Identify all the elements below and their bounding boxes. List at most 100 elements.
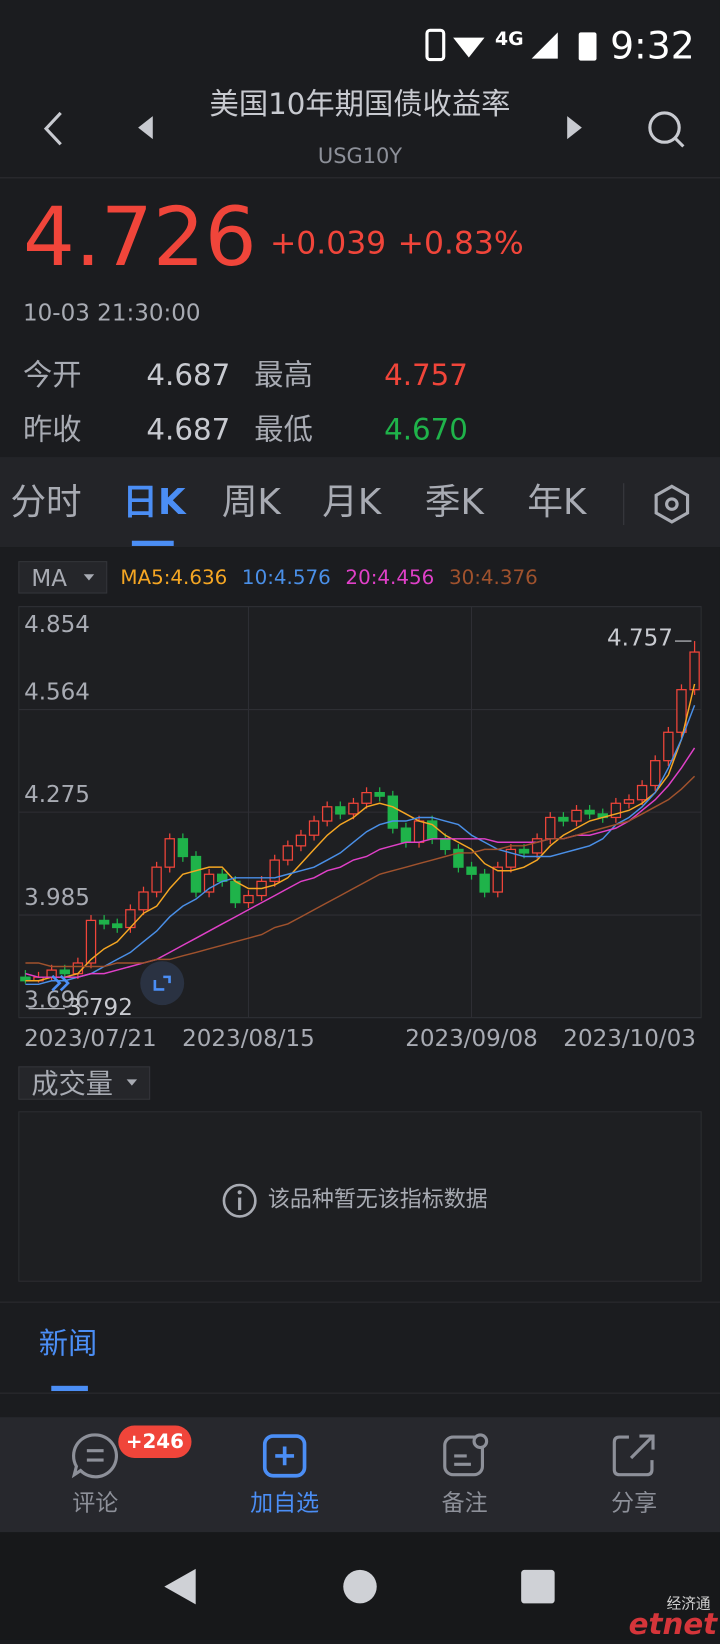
candle-body [676,689,687,733]
candle-body [335,806,346,815]
legend-entry: MA5:4.636 [120,566,227,589]
note-lines [454,1454,471,1466]
stat-value: 4.670 [384,412,468,446]
watermark-en: etnet [629,1607,719,1640]
empty-message: 该品种暂无该指标数据 [268,1188,488,1213]
badge [118,1425,192,1458]
expand-icon [153,975,171,991]
dropdown-caret [83,574,95,581]
x-tick-label: 2023/10/03 [563,1026,696,1052]
stat-label: 最低 [254,412,313,446]
candle-body [558,816,569,822]
price: 4.726 [23,190,257,285]
watchlist-label[interactable]: 加自选 [250,1491,319,1517]
note-dot [472,1433,489,1450]
plus [275,1446,295,1466]
watchlist-icon[interactable] [262,1434,307,1478]
candle-body [269,859,280,882]
info-icon [222,1183,257,1218]
tab-indicator [131,540,174,546]
stat-value: 4.687 [146,412,230,446]
signal-icon [531,32,558,59]
candle-body [571,809,582,822]
ma-line [25,747,696,978]
candle-body [72,962,84,975]
candle-body [453,848,464,868]
candle-body [164,838,175,868]
info-dot [237,1190,242,1195]
prev-button[interactable] [138,116,153,140]
ma-line [25,704,696,986]
tab-bar [0,457,720,548]
candle-body [623,799,635,804]
stat-value: 4.757 [384,358,468,392]
change: +0.039 [270,226,386,262]
tab[interactable]: 季K [425,482,486,523]
stat-value: 4.687 [146,358,230,392]
candle-body [545,816,556,840]
tab[interactable]: 年K [527,482,588,523]
note-label[interactable]: 备注 [442,1491,488,1517]
high-label: 4.757 [607,625,673,651]
tab[interactable]: 分时 [10,482,81,523]
candle-body [243,894,254,904]
indicator-select[interactable] [18,561,108,594]
share-label[interactable]: 分享 [611,1491,657,1517]
candle-body [636,784,648,801]
x-tick-label: 2023/07/21 [24,1026,157,1052]
clock: 9:32 [610,24,695,68]
candle-body [518,848,530,854]
back-button[interactable] [43,111,62,146]
symbol: USG10Y [318,144,402,168]
news-tab[interactable]: 新闻 [39,1327,98,1361]
candle-body [98,919,110,925]
x-tick-label: 2023/09/08 [405,1026,538,1052]
candle-body [479,873,490,893]
tab-active[interactable]: 日K [122,482,187,523]
comment-label[interactable]: 评论 [72,1491,118,1517]
candle-body [361,791,372,804]
next-button[interactable] [567,116,582,140]
status-icon [425,28,446,62]
low-label: 3.792 [67,995,133,1021]
candle-body [374,791,385,797]
candle-body [440,838,451,851]
stat-label: 今开 [23,358,82,392]
legend-entry: 30:4.376 [449,566,538,589]
y-tick-label: 4.854 [24,612,90,638]
candle-body [689,651,700,691]
quote-time: 10-03 21:30:00 [23,300,201,326]
tab[interactable]: 月K [322,482,383,523]
tab[interactable]: 周K [222,482,283,523]
candle-body [203,873,215,893]
volume-title: 成交量 [31,1069,113,1100]
comment-icon[interactable] [71,1433,119,1479]
candle-body [505,848,517,868]
nav-recents[interactable] [521,1569,555,1604]
candle-body [177,838,189,858]
nav-back[interactable] [164,1568,196,1605]
search-handle [673,136,685,148]
candle-body [295,834,307,847]
share-icon[interactable] [612,1434,655,1477]
candle-body [610,802,622,819]
expand-button[interactable] [140,961,185,1006]
candle-body [20,976,31,982]
badge-count: +246 [126,1430,184,1453]
volume-select[interactable] [18,1066,151,1100]
dropdown-caret [126,1079,138,1086]
candle-body [46,969,57,978]
ma-line [25,775,696,968]
network: 4G [495,29,524,50]
watermark-cn: 经济通 [667,1595,711,1612]
search-button[interactable] [648,111,681,144]
y-tick-label: 3.985 [24,885,90,911]
note-icon[interactable] [443,1435,485,1477]
nav-home[interactable] [343,1569,377,1604]
candle-body [282,845,294,861]
candle-body [230,880,241,904]
candle-body [663,731,674,762]
scroll-icon[interactable] [51,974,70,992]
stat-label: 昨收 [23,412,82,446]
settings-button[interactable] [654,484,690,524]
